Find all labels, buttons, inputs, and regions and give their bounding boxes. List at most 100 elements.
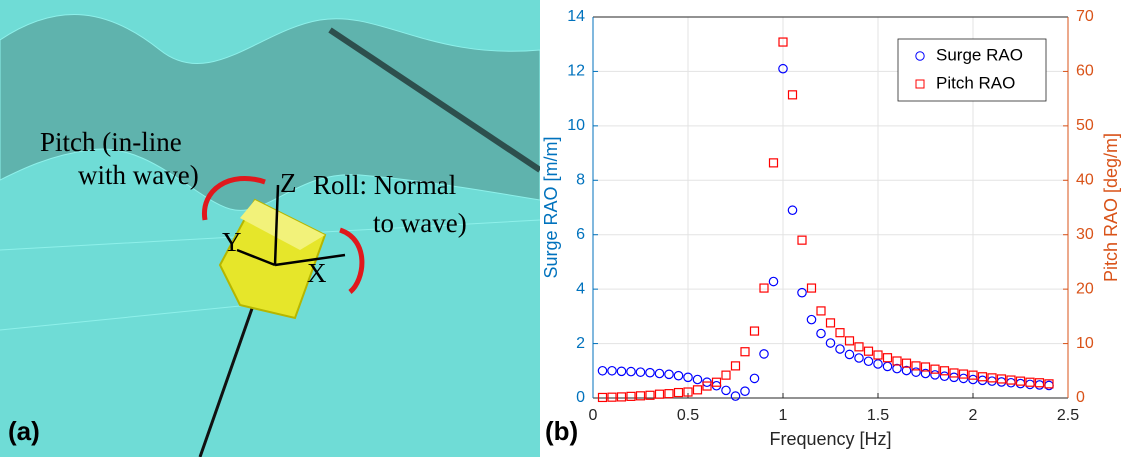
pitch-arrow <box>201 175 266 221</box>
marker <box>721 385 731 396</box>
y2-tick-label: 50 <box>1076 117 1094 134</box>
marker <box>683 387 693 397</box>
marker <box>654 368 665 379</box>
y2-tick-label: 30 <box>1076 226 1094 243</box>
marker <box>844 349 855 360</box>
label: X <box>307 258 327 288</box>
x-tick-label: 0.5 <box>677 407 699 424</box>
marker <box>721 370 731 380</box>
wave-crest <box>0 14 540 211</box>
marker <box>616 392 627 402</box>
marker <box>977 372 988 382</box>
marker <box>597 392 608 403</box>
y2-tick-label: 70 <box>1076 8 1094 25</box>
y-tick-label: 10 <box>567 117 585 134</box>
marker <box>854 342 864 352</box>
buoy-top <box>240 200 325 250</box>
x-tick-label: 1 <box>779 407 788 424</box>
marker <box>664 369 674 380</box>
marker <box>1044 379 1054 389</box>
marker <box>901 365 912 376</box>
marker <box>825 338 836 348</box>
marker <box>740 347 750 357</box>
marker <box>768 276 779 287</box>
marker <box>749 373 760 384</box>
marker <box>692 385 703 395</box>
marker <box>664 389 674 399</box>
marker <box>635 367 646 377</box>
marker <box>939 371 950 382</box>
marker <box>806 283 817 293</box>
label: Y <box>222 227 242 257</box>
legend-marker <box>915 51 925 61</box>
marker <box>759 283 769 293</box>
marker <box>759 349 769 359</box>
marker <box>816 328 826 339</box>
y2-tick-label: 10 <box>1076 335 1094 352</box>
y-tick-label: 6 <box>576 226 585 243</box>
x-tick-label: 0 <box>589 407 598 424</box>
marker <box>645 367 655 378</box>
marker <box>626 366 636 377</box>
marker <box>825 318 836 328</box>
y-tick-label: 14 <box>567 8 585 25</box>
axes <box>236 184 346 267</box>
marker <box>1025 377 1035 387</box>
y2-axis-label: Pitch RAO [deg/m] <box>1101 133 1121 282</box>
marker <box>844 336 855 346</box>
label: with wave) <box>78 160 199 190</box>
marker <box>863 356 874 367</box>
marker <box>873 359 883 369</box>
marker <box>787 90 798 100</box>
y-tick-label: 4 <box>576 280 585 297</box>
marker <box>797 287 807 298</box>
marker <box>673 370 684 381</box>
y2-tick-label: 0 <box>1076 389 1085 406</box>
marker <box>835 328 845 338</box>
marker <box>882 353 893 363</box>
marker <box>607 392 617 402</box>
marker <box>987 373 997 383</box>
marker <box>958 369 969 379</box>
marker <box>949 368 959 378</box>
marker <box>654 389 665 399</box>
marker <box>873 350 883 360</box>
marker <box>892 356 902 366</box>
marker <box>835 344 845 354</box>
legend-box <box>897 38 1047 102</box>
marker <box>607 365 617 376</box>
marker <box>730 361 741 371</box>
marker <box>996 374 1007 384</box>
marker <box>939 366 950 376</box>
marker <box>797 235 807 245</box>
illustration: Pitch (in-line with wave) Z Roll: Normal… <box>0 0 540 457</box>
marker <box>1006 375 1016 385</box>
marker <box>920 368 931 379</box>
mooring-line <box>198 299 257 457</box>
marker <box>730 391 741 401</box>
marker <box>1034 378 1045 388</box>
marker <box>692 374 703 385</box>
marker <box>911 361 921 371</box>
marker <box>626 391 636 401</box>
marker <box>702 381 712 391</box>
roll-arrow <box>339 227 365 294</box>
label: Z <box>280 168 297 198</box>
y2-tick-label: 40 <box>1076 172 1094 189</box>
marker <box>806 314 817 325</box>
legend-marker <box>915 79 925 89</box>
marker <box>930 370 940 380</box>
marker <box>768 158 779 168</box>
label: Pitch (in-line <box>40 127 182 157</box>
marker <box>683 372 693 383</box>
panel-label: (a) <box>8 416 40 446</box>
legend-label: Surge RAO <box>936 45 1023 64</box>
marker <box>1015 376 1026 386</box>
wave-ridge <box>328 27 540 173</box>
x-axis-label: Frequency [Hz] <box>769 429 891 449</box>
marker <box>911 367 921 377</box>
panel-label: (b) <box>545 416 578 446</box>
label: Roll: Normal <box>313 170 456 200</box>
marker <box>711 377 722 387</box>
